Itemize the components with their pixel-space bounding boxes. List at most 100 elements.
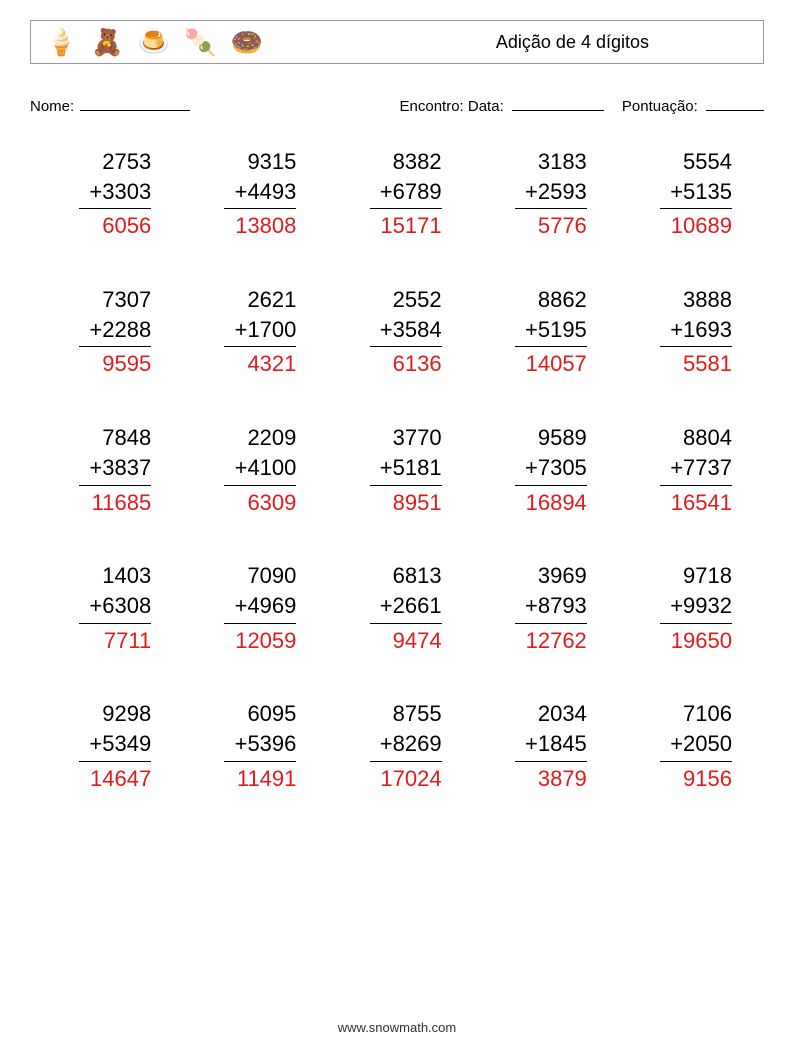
date-field-group: Encontro: Data: [400,96,604,115]
problem: 2209+41006309 [179,423,324,517]
addend-bottom: +8269 [380,729,442,759]
addend-bottom: +2050 [670,729,732,759]
answer: 6136 [393,349,442,379]
worksheet-page: 🍦 🧸 🍮 🍡 🍩 Adição de 4 dígitos Nome: Enco… [0,0,794,1053]
addend-top: 2621 [247,285,296,315]
problem-rule [660,485,732,486]
problem-rule [515,208,587,209]
problem: 6095+539611491 [179,699,324,793]
addend-bottom: +6308 [89,591,151,621]
addend-top: 3888 [683,285,732,315]
answer: 12762 [526,626,587,656]
answer: 19650 [671,626,732,656]
addend-top: 9718 [683,561,732,591]
icecream-icon: 🍦 [45,29,77,55]
answer: 16541 [671,488,732,518]
donut-icon: 🍩 [231,29,263,55]
addend-top: 2753 [102,147,151,177]
addend-top: 9315 [247,147,296,177]
addend-bottom: +5195 [525,315,587,345]
addend-top: 9589 [538,423,587,453]
score-blank[interactable] [706,96,764,111]
answer: 13808 [235,211,296,241]
data-blank[interactable] [512,96,604,111]
addend-top: 2209 [247,423,296,453]
problem: 3770+51818951 [324,423,469,517]
problem: 9718+993219650 [615,561,760,655]
problem: 3969+879312762 [470,561,615,655]
problems-grid: 2753+3303 6056 9315+449313808 8382+6789 1517… [30,147,764,793]
problem: 7848+3837 11685 [34,423,179,517]
answer: 7711 [104,626,151,656]
answer: 4321 [247,349,296,379]
info-row: Nome: Encontro: Data: Pontuação: [30,96,764,115]
answer: 15171 [380,211,441,241]
answer: 6056 [102,211,151,241]
addend-top: 8382 [393,147,442,177]
addend-bottom: +5181 [380,453,442,483]
addend-top: 8804 [683,423,732,453]
problem: 8382+6789 15171 [324,147,469,241]
addend-bottom: +2593 [525,177,587,207]
problem: 9589+730516894 [470,423,615,517]
problem-rule [224,761,296,762]
answer: 14057 [526,349,587,379]
pontuacao-label: Pontuação: [622,98,698,115]
problem-rule [370,623,442,624]
problem-rule [370,346,442,347]
addend-bottom: +6789 [380,177,442,207]
problem: 8755+8269 17024 [324,699,469,793]
pudding-icon: 🍮 [138,29,170,55]
problem-rule [79,623,151,624]
addend-bottom: +5349 [89,729,151,759]
answer: 3879 [538,764,587,794]
answer: 10689 [671,211,732,241]
problem-rule [660,761,732,762]
addend-bottom: +3303 [89,177,151,207]
addend-top: 7106 [683,699,732,729]
problem-rule [660,208,732,209]
answer: 11685 [92,488,152,518]
addend-bottom: +2288 [89,315,151,345]
teddy-icon: 🧸 [91,29,123,55]
nome-blank[interactable] [80,96,190,111]
answer: 12059 [235,626,296,656]
problem: 2621+1700 4321 [179,285,324,379]
problem-rule [224,346,296,347]
addend-bottom: +5396 [235,729,297,759]
nome-label: Nome: [30,98,74,115]
dango-icon: 🍡 [184,29,216,55]
problem-rule [660,346,732,347]
problem: 2034+18453879 [470,699,615,793]
answer: 17024 [380,764,441,794]
addend-top: 7848 [102,423,151,453]
problem: 9315+449313808 [179,147,324,241]
addend-bottom: +4100 [235,453,297,483]
answer: 9156 [683,764,732,794]
addend-top: 1403 [102,561,151,591]
answer: 5581 [683,349,732,379]
problem: 3888+16935581 [615,285,760,379]
addend-top: 7307 [102,285,151,315]
problem: 2552+35846136 [324,285,469,379]
addend-bottom: +7737 [670,453,732,483]
problem: 3183+25935776 [470,147,615,241]
answer: 8951 [393,488,442,518]
answer: 9474 [393,626,442,656]
problem: 9298+534914647 [34,699,179,793]
problem: 5554+513510689 [615,147,760,241]
worksheet-title: Adição de 4 dígitos [496,32,749,53]
problem-rule [370,761,442,762]
addend-bottom: +1700 [235,315,297,345]
addend-top: 9298 [102,699,151,729]
addend-bottom: +3837 [89,453,151,483]
addend-bottom: +2661 [380,591,442,621]
addend-top: 8755 [393,699,442,729]
addend-bottom: +1845 [525,729,587,759]
problem-rule [79,761,151,762]
problem-rule [79,346,151,347]
answer: 5776 [538,211,587,241]
addend-bottom: +3584 [380,315,442,345]
problem-rule [79,208,151,209]
addend-top: 6813 [393,561,442,591]
